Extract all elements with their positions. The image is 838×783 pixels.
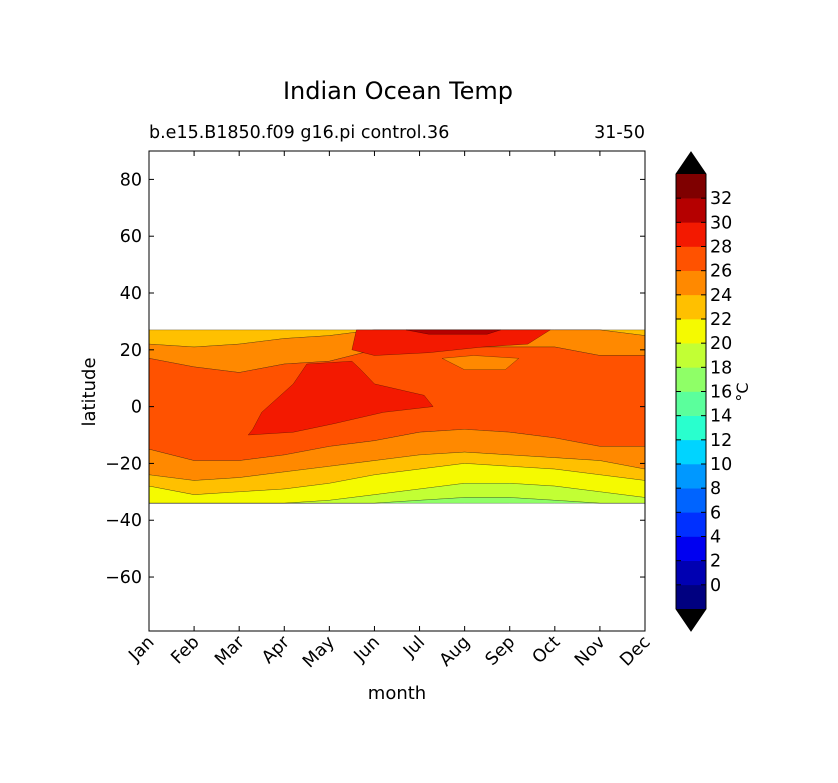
colorbar-tick-label: 28 (710, 238, 732, 258)
y-tick-label: 0 (131, 398, 142, 418)
colorbar-swatch (676, 536, 706, 561)
y-tick-label: 80 (120, 170, 142, 190)
x-tick-label: Jan (125, 632, 159, 666)
colorbar-swatch (676, 246, 706, 271)
x-tick-label: Nov (571, 632, 609, 670)
plot-frame (148, 150, 646, 632)
contour-patch (247, 360, 434, 436)
x-tick-label: Mar (211, 632, 249, 670)
colorbar-tick-label: 16 (710, 383, 732, 403)
colorbar-swatch (676, 464, 706, 489)
colorbar-swatch (676, 415, 706, 441)
colorbar-swatch (676, 367, 706, 392)
colorbar-swatch (676, 391, 706, 416)
colorbar-swatch (676, 584, 706, 610)
colorbar-swatch (676, 512, 706, 537)
colorbar-tick-label: 14 (710, 407, 732, 427)
x-tick-label: Feb (168, 632, 204, 668)
y-axis-label: latitude (79, 357, 100, 426)
y-tick-label: 20 (120, 341, 142, 361)
chart-subtitle-right: 31-50 (594, 123, 645, 143)
plot-area (148, 150, 646, 632)
chart-title: Indian Ocean Temp (283, 77, 513, 105)
y-tick-label: −20 (105, 454, 142, 474)
y-tick-label: −60 (105, 568, 142, 588)
colorbar-outline (675, 151, 707, 632)
y-tick-label: 60 (120, 227, 142, 247)
colorbar-tick-label: 6 (710, 503, 721, 523)
colorbar-swatch (676, 560, 706, 586)
contour-band (149, 497, 645, 504)
colorbar-swatch (676, 488, 706, 513)
x-tick-label: Sep (482, 632, 519, 669)
colorbar-tick-label: 12 (710, 431, 732, 451)
y-tick-label: 40 (120, 284, 142, 304)
colorbar-tick-label: 4 (710, 528, 721, 548)
colorbar-tick-label: 32 (710, 189, 732, 209)
colorbar-swatch (676, 198, 706, 223)
colorbar-swatch (676, 319, 706, 344)
x-tick-label: Dec (616, 632, 654, 670)
colorbar-swatch (676, 294, 706, 320)
colorbar-tick-label: 0 (710, 576, 721, 596)
colorbar-swatch (676, 343, 706, 368)
chart-subtitle-left: b.e15.B1850.f09 g16.pi control.36 (149, 123, 449, 143)
x-axis-label: month (368, 683, 426, 704)
colorbar-tick-label: 26 (710, 262, 732, 282)
contour-patch (351, 329, 551, 356)
colorbar-swatch (676, 270, 706, 296)
contour-patch (405, 329, 501, 335)
colorbar-tick-label: 20 (710, 334, 732, 354)
colorbar-tick-label: 2 (710, 552, 721, 572)
colorbar-over-arrow (676, 152, 706, 174)
colorbar-swatch (676, 174, 706, 199)
x-tick-label: May (299, 632, 339, 672)
colorbar-tick-label: 18 (710, 358, 732, 378)
colorbar-label: °C (733, 382, 752, 401)
x-tick-label: Oct (529, 632, 565, 668)
colorbar-tick-label: 8 (710, 479, 721, 499)
colorbar-swatch (676, 222, 706, 247)
y-axis: 80 60 40 20 0 −20 −40 −60 (105, 170, 645, 588)
colorbar-tick-label: 10 (710, 455, 732, 475)
colorbar-under-arrow (676, 609, 706, 631)
x-tick-label: Apr (258, 632, 294, 668)
x-tick-label: Jul (399, 632, 429, 662)
contour-patch (441, 355, 520, 370)
colorbar-swatch (676, 439, 706, 465)
colorbar-tick-label: 24 (710, 286, 732, 306)
x-tick-label: Jun (350, 632, 384, 666)
colorbar-tick-label: 30 (710, 213, 732, 233)
y-tick-label: −40 (105, 511, 142, 531)
colorbar-tick-label: 22 (710, 310, 732, 330)
x-tick-label: Aug (436, 632, 474, 670)
